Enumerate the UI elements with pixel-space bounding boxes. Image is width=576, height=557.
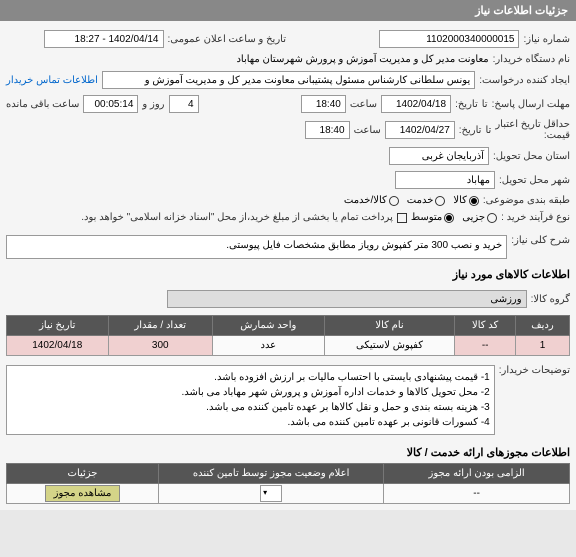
field-state: آذربایجان غربی	[389, 147, 489, 165]
th-unit: واحد شمارش	[212, 316, 324, 336]
radio-label-goods: کالا	[453, 195, 467, 206]
checkbox-payment[interactable]	[397, 213, 407, 223]
label-price: قیمت:	[495, 130, 570, 141]
label-announce-date: تاریخ و ساعت اعلان عمومی:	[168, 34, 287, 45]
field-need-desc: خرید و نصب 300 متر کفپوش رویاز مطابق مشخ…	[6, 235, 507, 259]
label-buyer: نام دستگاه خریدار:	[493, 54, 570, 65]
field-buyer-notes: 1- قیمت پیشنهادی بایستی با احتساب مالیات…	[6, 365, 495, 435]
radio-dot-icon	[389, 196, 399, 206]
th-date: تاریخ نیاز	[7, 316, 109, 336]
label-need-no: شماره نیاز:	[523, 34, 570, 45]
radio-goods[interactable]: کالا	[453, 195, 479, 206]
radio-medium[interactable]: متوسط	[411, 212, 454, 223]
table-row: 1 -- کفپوش لاستیکی عدد 300 1402/04/18	[7, 336, 570, 356]
field-remain-days: 4	[169, 95, 199, 113]
td-details: مشاهده مجوز	[7, 484, 159, 504]
label-date1: تاریخ:	[455, 99, 478, 110]
button-view-permit[interactable]: مشاهده مجوز	[45, 485, 121, 502]
select-status[interactable]	[260, 485, 282, 502]
td-unit: عدد	[212, 336, 324, 356]
value-buyer: معاونت مدیر کل و مدیریت آموزش و پرورش شه…	[236, 54, 488, 65]
heading-permits: اطلاعات مجوزهای ارائه خدمت / کالا	[6, 438, 570, 463]
radio-service[interactable]: خدمت	[407, 195, 446, 206]
th-row: ردیف	[516, 316, 570, 336]
field-need-no: 1102000340000015	[379, 30, 519, 48]
radio-label-goods-service: کالا/خدمت	[344, 195, 387, 206]
label-need-desc: شرح کلی نیاز:	[511, 235, 570, 246]
label-remain: ساعت باقی مانده	[6, 99, 79, 110]
field-deadline-time: 18:40	[301, 95, 346, 113]
radio-goods-service[interactable]: کالا/خدمت	[344, 195, 399, 206]
table-goods: ردیف کد کالا نام کالا واحد شمارش تعداد /…	[6, 315, 570, 356]
label-subject-cat: طبقه بندی موضوعی:	[483, 195, 570, 206]
radio-label-service: خدمت	[407, 195, 434, 206]
radio-group-process: جزیی متوسط	[411, 212, 497, 223]
label-day-and: روز و	[142, 99, 164, 110]
field-valid-time: 18:40	[305, 121, 350, 139]
label-hour2: ساعت	[354, 125, 381, 136]
td-row: 1	[516, 336, 570, 356]
label-requester: ایجاد کننده درخواست:	[479, 75, 570, 86]
field-announce-date: 1402/04/14 - 18:27	[44, 30, 164, 48]
label-deadline: مهلت ارسال پاسخ:	[492, 99, 570, 110]
label-goods-group: گروه کالا:	[531, 294, 570, 305]
radio-dot-icon	[487, 213, 497, 223]
label-buy-process: نوع فرآیند خرید :	[501, 212, 570, 223]
label-until2: تا	[485, 125, 491, 136]
table-row: -- مشاهده مجوز	[7, 484, 570, 504]
section-header-details: جزئیات اطلاعات نیاز	[0, 0, 576, 21]
field-requester: یونس سلطانی کارشناس مسئول پشتیبانی معاون…	[102, 71, 475, 89]
td-mandatory: --	[384, 484, 570, 504]
td-status	[159, 484, 384, 504]
label-city: شهر محل تحویل:	[499, 175, 570, 186]
radio-small[interactable]: جزیی	[462, 212, 497, 223]
radio-label-small: جزیی	[462, 212, 485, 223]
field-remain-time: 00:05:14	[83, 95, 138, 113]
label-payment-note: پرداخت تمام یا بخشی از مبلغ خرید،از محل …	[81, 212, 393, 223]
link-contact[interactable]: اطلاعات تماس خریدار	[6, 75, 98, 86]
td-date: 1402/04/18	[7, 336, 109, 356]
label-date2: تاریخ:	[459, 125, 482, 136]
label-until: تا	[482, 99, 488, 110]
radio-dot-icon	[444, 213, 454, 223]
th-mandatory: الزامی بودن ارائه مجوز	[384, 464, 570, 484]
th-code: کد کالا	[455, 316, 516, 336]
th-qty: تعداد / مقدار	[108, 316, 212, 336]
field-valid-date: 1402/04/27	[385, 121, 455, 139]
field-city: مهاباد	[395, 171, 495, 189]
table-permits: الزامی بودن ارائه مجوز اعلام وضعیت مجوز …	[6, 463, 570, 504]
form-area: شماره نیاز: 1102000340000015 تاریخ و ساع…	[0, 21, 576, 510]
field-deadline-date: 1402/04/18	[381, 95, 451, 113]
label-hour1: ساعت	[350, 99, 377, 110]
label-state: استان محل تحویل:	[493, 151, 570, 162]
label-buyer-notes: توضیحات خریدار:	[499, 365, 570, 376]
radio-dot-icon	[469, 196, 479, 206]
heading-goods-info: اطلاعات کالاهای مورد نیاز	[6, 262, 570, 287]
radio-group-category: کالا خدمت کالا/خدمت	[344, 195, 479, 206]
th-details: جزئیات	[7, 464, 159, 484]
td-qty: 300	[108, 336, 212, 356]
field-goods-group: ورزشی	[167, 290, 527, 308]
radio-dot-icon	[435, 196, 445, 206]
td-name: کفپوش لاستیکی	[324, 336, 455, 356]
th-name: نام کالا	[324, 316, 455, 336]
radio-label-medium: متوسط	[411, 212, 442, 223]
td-code: --	[455, 336, 516, 356]
th-status: اعلام وضعیت مجوز توسط تامین کننده	[159, 464, 384, 484]
label-min-valid: حداقل تاریخ اعتبار	[495, 119, 570, 130]
